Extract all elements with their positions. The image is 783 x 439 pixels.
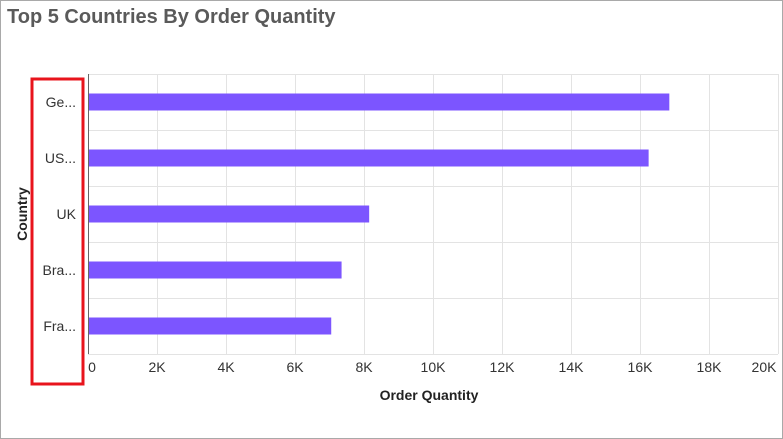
bar[interactable] [89,93,670,111]
x-tick-label: 12K [490,359,516,375]
x-tick-label: 4K [217,359,235,375]
y-tick-labels: Ge... US... UK Bra... Fra... [43,94,77,334]
x-tick-label: 18K [697,359,723,375]
bar[interactable] [89,261,342,279]
x-tick-label: 6K [286,359,304,375]
x-tick-label: 0 [88,359,96,375]
x-tick-labels: 0 2K 4K 6K 8K 10K 12K 14K 16K 18K 20K [88,359,777,375]
bar[interactable] [89,205,370,223]
bar[interactable] [89,317,332,335]
x-tick-label: 14K [559,359,585,375]
x-tick-label: 16K [628,359,654,375]
x-tick-label: 10K [421,359,447,375]
y-tick-label: UK [57,206,77,222]
y-axis-title: Country [14,187,30,241]
chart-title: Top 5 Countries By Order Quantity [7,6,336,28]
bar[interactable] [89,149,649,167]
x-tick-label: 20K [752,359,778,375]
bars [89,93,670,335]
gridlines [88,74,779,355]
y-tick-label: US... [45,150,76,166]
x-axis-title: Order Quantity [380,387,479,403]
x-tick-label: 8K [355,359,373,375]
y-tick-label: Bra... [43,262,76,278]
x-tick-label: 2K [148,359,166,375]
y-tick-label: Ge... [46,94,76,110]
y-tick-label: Fra... [43,318,76,334]
y-axis-highlight-box [30,77,85,386]
